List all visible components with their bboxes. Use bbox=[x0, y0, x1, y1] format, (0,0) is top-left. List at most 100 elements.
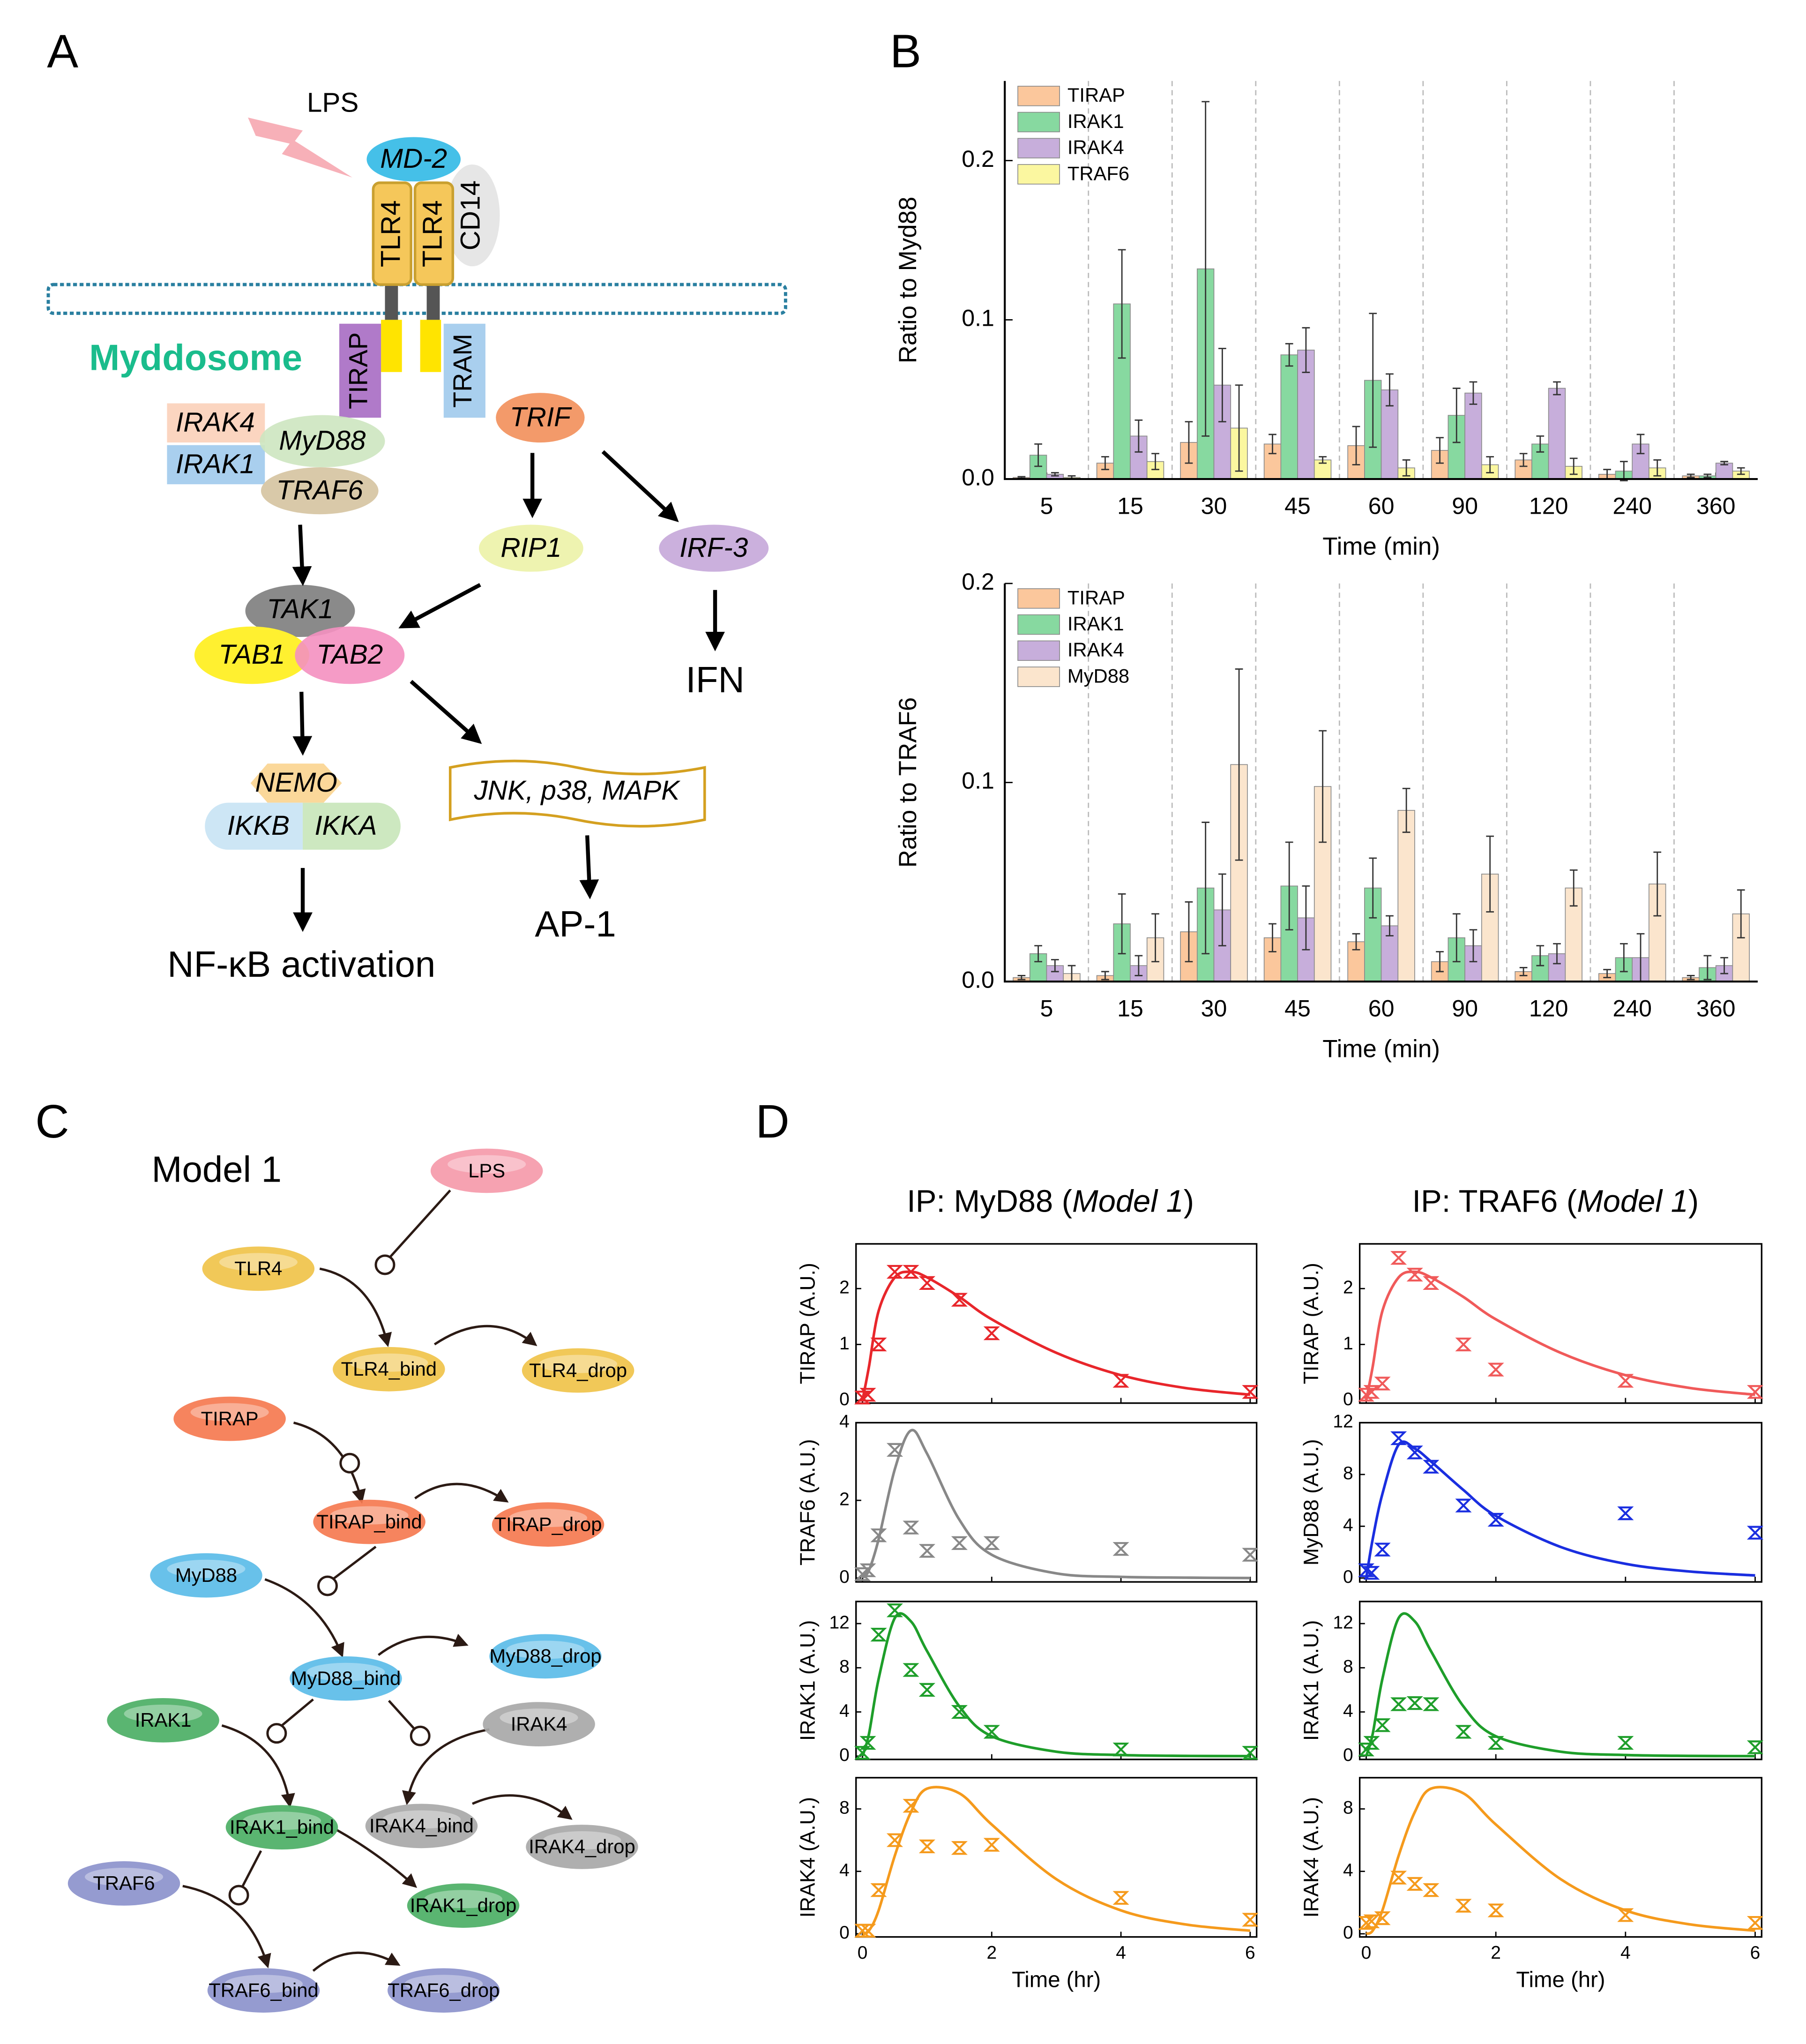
node-highlight bbox=[167, 1559, 246, 1578]
y-tick-label: 2 bbox=[839, 1489, 850, 1509]
error-bar bbox=[1034, 443, 1042, 467]
rip1-label: RIP1 bbox=[500, 532, 561, 563]
x-tick-label: 90 bbox=[1452, 493, 1478, 519]
node-highlight bbox=[509, 1509, 588, 1527]
data-point bbox=[951, 1536, 968, 1550]
error-bar bbox=[1151, 453, 1159, 471]
x-tick-label: 6 bbox=[1245, 1943, 1255, 1963]
fit-line bbox=[1365, 1612, 1755, 1758]
legend-swatch bbox=[1017, 112, 1060, 133]
data-point bbox=[859, 1924, 876, 1938]
nemo-label: NEMO bbox=[255, 767, 337, 798]
node-highlight bbox=[242, 1812, 321, 1830]
irak1-shape bbox=[167, 445, 265, 485]
cd14-shape bbox=[445, 164, 500, 267]
node-highlight bbox=[350, 1353, 428, 1372]
error-bar bbox=[1151, 913, 1159, 963]
modifier-line bbox=[388, 1700, 415, 1729]
fit-chart: 0 1 2 TIRAP (A.U.) bbox=[1300, 1243, 1764, 1409]
data-point bbox=[1406, 1267, 1423, 1282]
y-tick-label: 0.2 bbox=[962, 146, 994, 172]
title-part: Model 1 bbox=[1577, 1184, 1688, 1219]
error-bar bbox=[1051, 959, 1059, 973]
y-tick-label: 0 bbox=[839, 1389, 850, 1409]
data-point bbox=[1617, 1736, 1634, 1750]
error-bar bbox=[1017, 975, 1026, 981]
x-tick-label: 240 bbox=[1612, 996, 1652, 1022]
plot-frame bbox=[1358, 1243, 1762, 1404]
y-axis-label: IRAK1 (A.U.) bbox=[1300, 1620, 1323, 1741]
plot-frame bbox=[855, 1777, 1258, 1938]
modifier-line bbox=[241, 1850, 262, 1887]
y-tick-label: 0 bbox=[1343, 1923, 1353, 1943]
node bbox=[67, 1861, 180, 1906]
data-point bbox=[951, 1705, 968, 1719]
x-tick-label: 15 bbox=[1117, 996, 1143, 1022]
ikka-shape bbox=[303, 802, 401, 850]
plot-frame bbox=[855, 1422, 1258, 1583]
data-point bbox=[1487, 1736, 1504, 1750]
node-label: IRAK4_drop bbox=[529, 1835, 635, 1857]
title-part: ) bbox=[1688, 1184, 1699, 1219]
y-tick-label: 8 bbox=[1343, 1463, 1353, 1483]
node bbox=[107, 1698, 219, 1743]
reaction-arrow bbox=[433, 1325, 537, 1347]
data-point bbox=[903, 1799, 919, 1813]
bar bbox=[1263, 937, 1282, 982]
error-bar bbox=[1269, 434, 1276, 455]
node-highlight bbox=[330, 1506, 409, 1525]
legend-label: IRAK4 bbox=[1067, 136, 1124, 158]
error-bar bbox=[1386, 373, 1394, 407]
data-point bbox=[886, 1833, 903, 1847]
error-bar bbox=[1202, 822, 1210, 955]
node-highlight bbox=[404, 1975, 483, 1993]
x-tick-label: 360 bbox=[1696, 493, 1736, 519]
nfkb-label: NF-κB activation bbox=[167, 943, 435, 985]
y-tick-label: 0.0 bbox=[962, 464, 994, 490]
tak1-shape bbox=[245, 584, 355, 637]
y-tick-label: 0 bbox=[1343, 1389, 1353, 1409]
data-point bbox=[1423, 1460, 1440, 1474]
fit-line bbox=[1365, 1440, 1755, 1579]
node bbox=[202, 1246, 315, 1291]
arrow bbox=[398, 583, 481, 629]
tlr4-shape bbox=[372, 181, 412, 286]
tram-shape bbox=[443, 323, 485, 418]
node-label: TLR4 bbox=[234, 1258, 282, 1280]
irak4-label: IRAK4 bbox=[176, 407, 255, 438]
error-bar bbox=[1720, 461, 1728, 465]
y-tick-label: 4 bbox=[1343, 1515, 1353, 1535]
data-point bbox=[1112, 1891, 1129, 1905]
data-point bbox=[1487, 1903, 1504, 1917]
plot-frame bbox=[1358, 1601, 1762, 1760]
error-bar bbox=[1218, 348, 1226, 423]
y-tick-label: 12 bbox=[1333, 1412, 1353, 1432]
node-label: IRAK1_bind bbox=[230, 1816, 334, 1838]
node bbox=[333, 1347, 445, 1392]
data-point bbox=[983, 1326, 1000, 1340]
y-axis-label: Ratio to Myd88 bbox=[894, 197, 922, 364]
error-bar bbox=[1352, 426, 1360, 465]
node-label: MyD88_bind bbox=[291, 1667, 401, 1689]
node-label: TRAF6_bind bbox=[209, 1979, 318, 2001]
node bbox=[526, 1825, 638, 1869]
error-bar bbox=[1703, 955, 1712, 981]
node-highlight bbox=[190, 1403, 269, 1422]
error-bar bbox=[1319, 456, 1327, 464]
panel-label: D bbox=[755, 1095, 789, 1148]
data-point bbox=[1617, 1506, 1634, 1520]
legend-label: IRAK1 bbox=[1067, 110, 1124, 132]
error-bar bbox=[1452, 388, 1461, 443]
lps-label: LPS bbox=[307, 87, 359, 118]
error-bar bbox=[1101, 971, 1109, 981]
x-tick-label: 30 bbox=[1201, 996, 1227, 1022]
data-point bbox=[1455, 1337, 1472, 1352]
data-point bbox=[1242, 1913, 1259, 1927]
data-point bbox=[1746, 1740, 1764, 1754]
data-point bbox=[1617, 1908, 1634, 1922]
data-point bbox=[859, 1563, 876, 1577]
fit-line bbox=[862, 1786, 1251, 1935]
y-tick-label: 8 bbox=[839, 1657, 850, 1677]
node-label: TIRAP_bind bbox=[316, 1511, 422, 1533]
error-bar bbox=[1536, 945, 1545, 966]
